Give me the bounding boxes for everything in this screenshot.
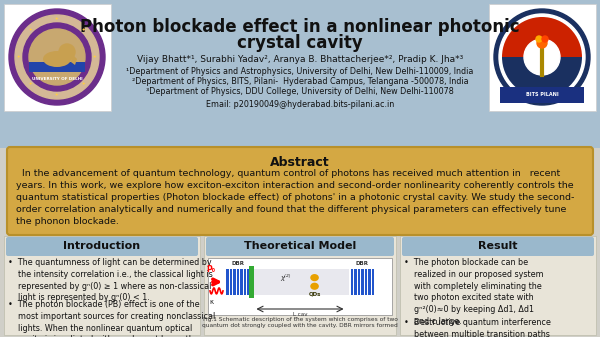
Text: Email: p20190049@hyderabad.bits-pilani.ac.in: Email: p20190049@hyderabad.bits-pilani.a… bbox=[206, 100, 394, 109]
Text: Result: Result bbox=[478, 241, 518, 251]
Circle shape bbox=[542, 36, 548, 42]
Text: L_cav: L_cav bbox=[292, 311, 308, 317]
Text: ✦: ✦ bbox=[55, 93, 59, 97]
Text: •  Destructive quantum interference
    between multiple transition paths
    ca: • Destructive quantum interference betwe… bbox=[404, 318, 551, 337]
Text: P₀: P₀ bbox=[206, 265, 215, 274]
FancyBboxPatch shape bbox=[6, 237, 198, 256]
Text: ¹Department of Physics and Astrophysics, University of Delhi, New Delhi-110009, : ¹Department of Physics and Astrophysics,… bbox=[127, 67, 473, 76]
Text: the phonon blockade.: the phonon blockade. bbox=[16, 217, 119, 226]
Text: In the advancement of quantum technology, quantum control of photons has receive: In the advancement of quantum technology… bbox=[16, 169, 560, 178]
Circle shape bbox=[29, 29, 85, 85]
Text: Theoretical Model: Theoretical Model bbox=[244, 241, 356, 251]
Circle shape bbox=[537, 38, 547, 48]
FancyBboxPatch shape bbox=[208, 258, 392, 315]
Bar bbox=[248, 266, 254, 298]
Bar bbox=[365, 269, 367, 295]
Circle shape bbox=[15, 15, 99, 99]
Circle shape bbox=[524, 39, 560, 75]
Text: ³Department of Physics, DDU College, University of Delhi, New Delhi-110078: ³Department of Physics, DDU College, Uni… bbox=[146, 87, 454, 96]
FancyBboxPatch shape bbox=[204, 236, 396, 335]
Text: order correlation analytically and numerically and found that the different phys: order correlation analytically and numer… bbox=[16, 205, 566, 214]
Text: ✦: ✦ bbox=[82, 28, 86, 32]
Text: Fig.1 Schematic description of the system which comprises of two
quantum dot str: Fig.1 Schematic description of the syste… bbox=[202, 317, 398, 328]
Text: •  The photon blockade can be
    realized in our proposed system
    with compl: • The photon blockade can be realized in… bbox=[404, 258, 544, 326]
Text: Introduction: Introduction bbox=[64, 241, 140, 251]
Text: Abstract: Abstract bbox=[270, 156, 330, 169]
FancyBboxPatch shape bbox=[4, 236, 200, 335]
FancyBboxPatch shape bbox=[4, 4, 111, 111]
Wedge shape bbox=[502, 17, 582, 57]
Bar bbox=[368, 269, 371, 295]
Text: years. In this work, we explore how exciton-exciton interaction and second-order: years. In this work, we explore how exci… bbox=[16, 181, 574, 190]
Bar bbox=[229, 269, 232, 295]
FancyBboxPatch shape bbox=[7, 147, 593, 235]
Circle shape bbox=[23, 23, 91, 91]
Text: ✦: ✦ bbox=[28, 82, 32, 86]
Text: quantum statistical properties (Photon blockade effect) of photons' in a photoni: quantum statistical properties (Photon b… bbox=[16, 193, 574, 202]
FancyBboxPatch shape bbox=[206, 237, 394, 256]
Ellipse shape bbox=[43, 51, 71, 67]
Ellipse shape bbox=[310, 274, 319, 281]
FancyBboxPatch shape bbox=[402, 237, 594, 256]
FancyBboxPatch shape bbox=[400, 236, 596, 335]
Bar bbox=[240, 269, 242, 295]
Text: DBR: DBR bbox=[232, 261, 245, 266]
Text: BITS PILANI: BITS PILANI bbox=[526, 92, 559, 97]
Text: ✦: ✦ bbox=[82, 82, 86, 86]
Wedge shape bbox=[502, 57, 582, 97]
Bar bbox=[500, 87, 584, 103]
Text: crystal cavity: crystal cavity bbox=[237, 34, 363, 52]
Text: UNIVERSITY OF DELHI: UNIVERSITY OF DELHI bbox=[32, 77, 82, 81]
Text: ✦: ✦ bbox=[28, 28, 32, 32]
Bar bbox=[371, 269, 374, 295]
Text: ✦: ✦ bbox=[93, 55, 97, 59]
Bar bbox=[226, 269, 229, 295]
Bar bbox=[0, 0, 600, 148]
Circle shape bbox=[9, 9, 105, 105]
Text: •  The quantumness of light can be determined by
    the intensity correlation i: • The quantumness of light can be determ… bbox=[8, 258, 213, 302]
Circle shape bbox=[59, 44, 75, 60]
Bar bbox=[358, 269, 360, 295]
Bar bbox=[244, 269, 246, 295]
Text: Vijay Bhatt*¹, Surabhi Yadav², Aranya B. Bhattacherjee*², Pradip K. Jha*³: Vijay Bhatt*¹, Surabhi Yadav², Aranya B.… bbox=[137, 55, 463, 64]
Text: Photon blockade effect in a nonlinear photonic: Photon blockade effect in a nonlinear ph… bbox=[80, 18, 520, 36]
Bar bbox=[233, 269, 235, 295]
Bar bbox=[251, 269, 349, 295]
Bar bbox=[354, 269, 356, 295]
Ellipse shape bbox=[310, 283, 319, 290]
Text: QDs: QDs bbox=[308, 292, 321, 297]
Text: ²Department of Physics, BITS, Pilani-  Hyderabad Campus, Telangana -500078, Indi: ²Department of Physics, BITS, Pilani- Hy… bbox=[131, 77, 469, 86]
Circle shape bbox=[499, 14, 585, 100]
Bar bbox=[350, 269, 353, 295]
Text: κ: κ bbox=[209, 299, 213, 305]
Circle shape bbox=[494, 9, 590, 105]
Bar bbox=[361, 269, 364, 295]
Text: ✦: ✦ bbox=[17, 55, 21, 59]
Bar bbox=[29, 62, 85, 72]
Circle shape bbox=[536, 36, 542, 42]
Text: DBR: DBR bbox=[355, 261, 368, 266]
Bar bbox=[236, 269, 239, 295]
Text: χ⁽²⁾: χ⁽²⁾ bbox=[281, 274, 291, 281]
Text: ✦: ✦ bbox=[55, 17, 59, 21]
Text: •  The photon blockade (PB) effect is one of the
    most important sources for : • The photon blockade (PB) effect is one… bbox=[8, 300, 215, 337]
Polygon shape bbox=[71, 54, 77, 65]
FancyBboxPatch shape bbox=[489, 4, 596, 111]
Bar bbox=[247, 269, 250, 295]
